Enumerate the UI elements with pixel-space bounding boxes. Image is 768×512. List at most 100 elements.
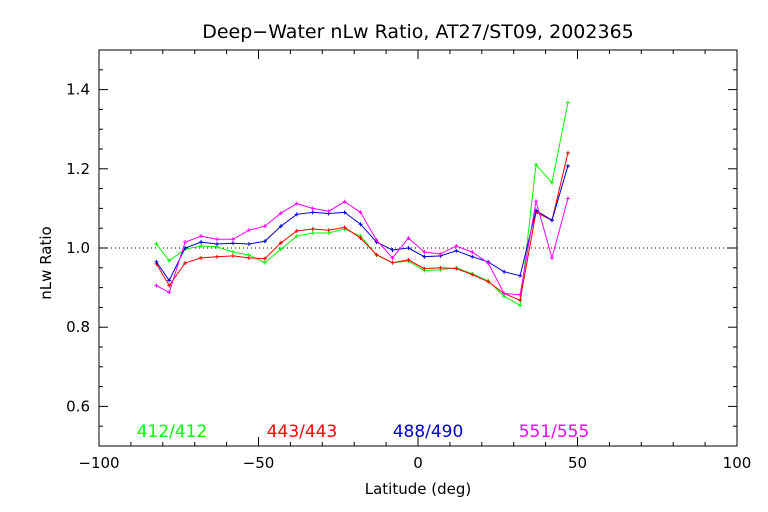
data-point [422,266,427,271]
data-point [294,234,299,239]
data-point [470,254,475,259]
data-point [262,224,267,229]
data-point [215,254,220,259]
data-point [310,206,315,211]
data-point [183,246,188,250]
data-point [154,283,159,288]
data-point [199,255,204,260]
data-point [502,269,507,274]
data-point [438,251,443,256]
data-point [167,290,172,295]
data-point [278,211,283,216]
data-point [454,266,459,271]
data-point [230,253,235,258]
data-point [278,240,283,245]
data-point [565,196,570,201]
data-point [390,260,395,265]
data-point [154,259,159,264]
x-tick-label: 0 [413,454,423,472]
series-group [154,100,570,308]
legend-entry: 488/490 [393,422,464,442]
y-tick-label: 1.0 [66,239,90,257]
axes: −100 −50 0 50 100 0.6 0.8 1.0 1.2 1.4 [66,49,752,472]
x-tick-label: −100 [78,454,119,472]
data-point [518,303,523,308]
data-point [230,249,235,254]
x-tick-label: −50 [243,454,275,472]
data-point [167,278,172,283]
data-point [549,255,554,260]
data-point [390,255,395,260]
series-line-412-412 [156,102,569,307]
data-point [486,279,491,284]
data-point [454,244,459,249]
data-point [342,210,347,215]
data-point [278,247,283,252]
plot-frame [98,49,738,447]
data-point [358,210,363,215]
x-tick-label: 100 [723,454,752,472]
data-point [310,230,315,235]
data-point [518,273,523,278]
data-point [549,180,554,185]
data-point [406,246,411,250]
data-point [438,265,443,270]
data-point [326,228,331,233]
data-point [199,240,204,245]
data-point [342,199,347,204]
data-point [199,234,204,239]
y-axis-label: nLw Ratio [37,226,55,299]
data-point [183,240,188,245]
data-point [294,228,299,233]
y-tick-label: 1.4 [66,81,90,99]
series-line-488-490 [155,165,569,282]
data-point [502,291,507,296]
data-point [262,239,267,244]
data-point [565,164,570,169]
data-point [246,228,251,233]
x-axis-label: Latitude (deg) [365,480,471,498]
data-point [326,209,331,214]
data-point [262,260,267,265]
y-tick-label: 0.8 [66,318,90,336]
y-tick-label: 0.6 [66,397,90,415]
data-point [246,242,251,247]
y-tick-label: 1.2 [66,160,90,178]
data-point [246,255,251,260]
data-point [262,256,267,261]
data-point [310,226,315,231]
data-point [534,162,539,167]
data-point [215,242,220,247]
data-point [215,237,220,242]
x-tick-label: 50 [568,454,587,472]
data-point [167,258,172,263]
data-point [167,283,172,288]
data-point [422,254,427,259]
data-point [454,248,459,253]
data-point [230,237,235,242]
data-point [470,272,475,277]
data-point [406,257,411,262]
data-point [486,261,491,266]
legend: 412/412 443/443 488/490 551/555 [137,422,590,442]
data-point [183,261,188,266]
data-point [470,249,475,254]
data-point [534,199,539,204]
legend-entry: 412/412 [137,422,208,442]
data-point [374,238,379,243]
legend-entry: 551/555 [519,422,590,442]
data-point [422,249,427,254]
data-point [565,150,570,155]
data-point [390,247,395,252]
data-point [358,236,363,241]
chart-title: Deep−Water nLw Ratio, AT27/ST09, 2002365 [202,21,634,43]
legend-entry: 443/443 [267,422,338,442]
data-point [342,225,347,230]
data-point [230,241,235,246]
data-point [406,236,411,241]
data-point [518,298,523,303]
data-point [310,210,315,215]
data-point [549,218,554,223]
data-point [278,224,283,229]
